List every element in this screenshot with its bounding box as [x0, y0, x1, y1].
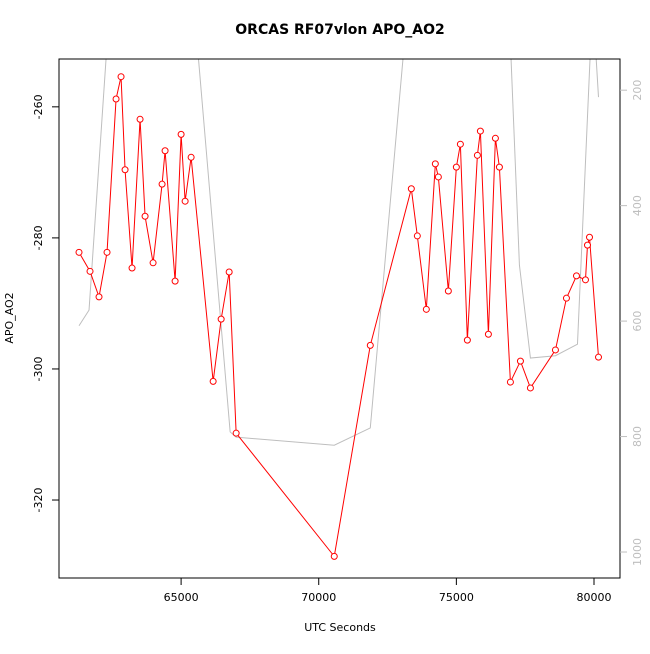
y-tick-label: -300 [32, 356, 45, 381]
point [149, 259, 157, 267]
y2-tick-label: 800 [631, 426, 644, 447]
point [366, 341, 374, 349]
y2-tick-label: 400 [631, 195, 644, 216]
y-tick-label: -320 [32, 488, 45, 513]
point [141, 212, 149, 220]
point [158, 180, 166, 188]
y-tick-label: -280 [32, 225, 45, 250]
point [95, 293, 103, 301]
x-tick-label: 70000 [301, 591, 336, 604]
point [177, 130, 185, 138]
point [476, 127, 484, 135]
x-tick-label: 75000 [439, 591, 474, 604]
x-tick-label: 65000 [164, 591, 199, 604]
y2-tick-label: 200 [631, 80, 644, 101]
y2-tick-label: 1000 [631, 538, 644, 566]
point [491, 134, 499, 142]
point [217, 315, 225, 323]
chart-title: ORCAS RF07vlon APO_AO2 [235, 22, 444, 38]
point [422, 305, 430, 313]
point [136, 115, 144, 123]
point [181, 197, 189, 205]
point [413, 232, 421, 240]
plot-frame [58, 58, 621, 579]
point [86, 267, 94, 275]
point [171, 277, 179, 285]
point [209, 377, 217, 385]
series-line [78, 59, 600, 446]
point [103, 248, 111, 256]
point [407, 185, 415, 193]
point [526, 384, 534, 392]
point [572, 272, 580, 280]
point [452, 163, 460, 171]
plot-area [75, 59, 603, 560]
point [586, 233, 594, 241]
point [444, 287, 452, 295]
point [161, 147, 169, 155]
point [112, 95, 120, 103]
y-tick-label: -260 [32, 94, 45, 119]
point [187, 153, 195, 161]
point [330, 552, 338, 560]
point [225, 268, 233, 276]
point [506, 378, 514, 386]
point [581, 276, 589, 284]
point [484, 330, 492, 338]
point [495, 163, 503, 171]
point [516, 357, 524, 365]
point [121, 166, 129, 174]
point [232, 429, 240, 437]
point [473, 151, 481, 159]
point [595, 353, 603, 361]
y2-tick-label: 600 [631, 311, 644, 332]
x-tick-label: 80000 [576, 591, 611, 604]
point [456, 140, 464, 148]
y-axis-label: APO_AO2 [3, 292, 16, 343]
point [562, 294, 570, 302]
point [463, 336, 471, 344]
point [128, 264, 136, 272]
point [583, 241, 591, 249]
point [431, 160, 439, 168]
point [75, 248, 83, 256]
point [117, 73, 125, 81]
point [434, 173, 442, 181]
x-axis-label: UTC Seconds [304, 621, 376, 634]
point [551, 346, 559, 354]
